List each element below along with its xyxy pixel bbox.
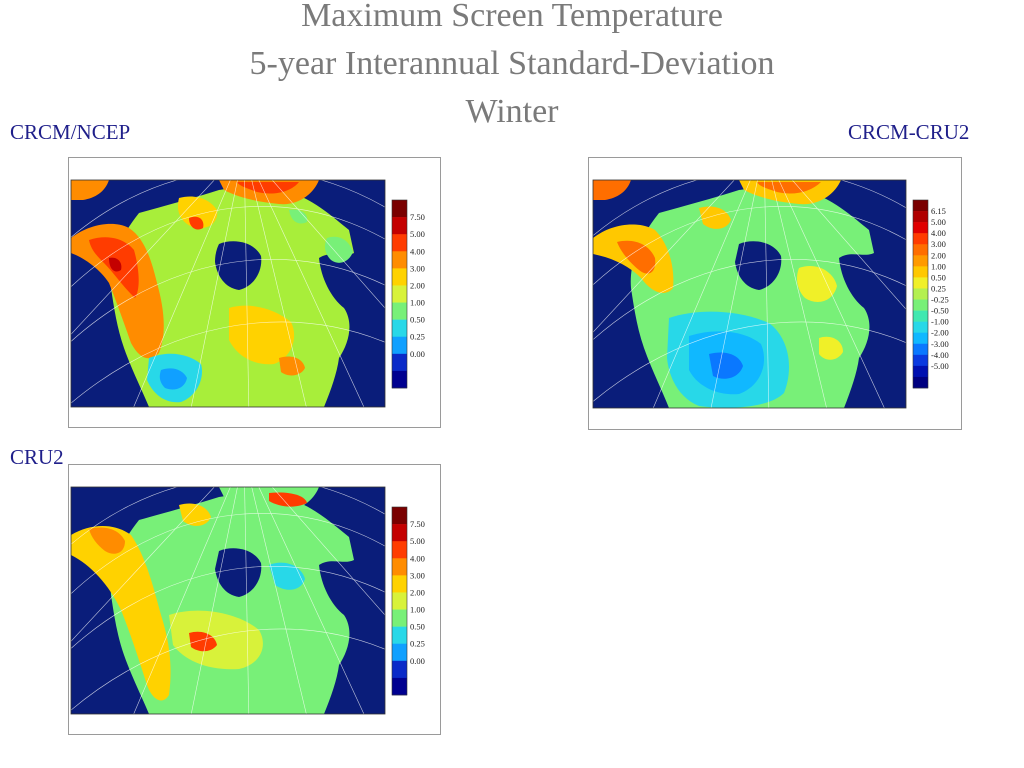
title-line-2: 5-year Interannual Standard-Deviation bbox=[249, 45, 775, 82]
colorbar-tick-label: 7.50 bbox=[410, 212, 425, 222]
colorbar-swatch bbox=[392, 626, 407, 645]
colorbar-tick-label: 3.00 bbox=[410, 570, 425, 580]
colorbar-tick-label: 0.50 bbox=[931, 272, 946, 282]
colorbar-swatch bbox=[913, 310, 928, 322]
colorbar-swatch bbox=[392, 592, 407, 610]
map-panel-cru2: 7.50 5.00 4.00 3.00 2.00 1.00 0.50 0.25 0.00 bbox=[68, 464, 441, 735]
map-panel-crcm-ncep: 7.50 5.00 4.00 3.00 2.00 1.00 0.50 0.25 0.00 bbox=[68, 157, 441, 428]
colorbar-swatch bbox=[392, 336, 407, 355]
colorbar-swatch bbox=[913, 255, 928, 267]
colorbar-swatch bbox=[913, 332, 928, 345]
colorbar-swatch bbox=[392, 643, 407, 662]
colorbar-swatch bbox=[392, 524, 407, 542]
colorbar-swatch bbox=[392, 575, 407, 593]
colorbar-swatch bbox=[913, 233, 928, 245]
colorbar-tick-label: 0.50 bbox=[410, 315, 425, 325]
colorbar-tick-label: 0.00 bbox=[410, 349, 425, 359]
colorbar-swatch bbox=[392, 302, 407, 320]
map-figure-crcm-cru2: 6.155.004.003.002.001.000.500.25 -0.25-0.… bbox=[592, 179, 949, 409]
colorbar-tick-label: -5.00 bbox=[931, 361, 949, 371]
colorbar-swatch bbox=[913, 266, 928, 278]
colorbar-tick-label: 5.00 bbox=[410, 229, 425, 239]
colorbar-tick-label: 4.00 bbox=[410, 246, 425, 256]
colorbar-crcm-ncep: 7.50 5.00 4.00 3.00 2.00 1.00 0.50 0.25 0.00 bbox=[391, 199, 425, 389]
colorbar-tick-label: 4.00 bbox=[410, 553, 425, 563]
colorbar-swatch bbox=[392, 217, 407, 235]
colorbar-tick-label: -0.25 bbox=[931, 295, 949, 305]
colorbar-border bbox=[391, 506, 408, 696]
colorbar-crcm-cru2: 6.155.004.003.002.001.000.500.25 -0.25-0.… bbox=[912, 199, 949, 389]
slide-title: Maximum Screen Temperature 5-year Intera… bbox=[0, 0, 1024, 136]
colorbar-tick-label: 0.50 bbox=[410, 622, 425, 632]
colorbar-swatch bbox=[392, 319, 407, 338]
colorbar-tick-label: 2.00 bbox=[410, 280, 425, 290]
colorbar-swatch bbox=[392, 609, 407, 627]
colorbar-tick-label: 1.00 bbox=[931, 261, 946, 271]
colorbar-tick-label: 0.25 bbox=[410, 639, 425, 649]
map-figure-crcm-ncep: 7.50 5.00 4.00 3.00 2.00 1.00 0.50 0.25 0.00 bbox=[70, 179, 425, 408]
colorbar-swatch bbox=[913, 277, 928, 289]
title-line-3: Winter bbox=[465, 93, 559, 130]
colorbar-tick-label: 1.00 bbox=[410, 298, 425, 308]
colorbar-swatch bbox=[913, 299, 928, 311]
colorbar-tick-label: 0.00 bbox=[410, 656, 425, 666]
colorbar-swatch bbox=[392, 285, 407, 303]
colorbar-swatch bbox=[392, 251, 407, 269]
colorbar-swatch bbox=[392, 541, 407, 559]
colorbar-border bbox=[391, 199, 408, 389]
colorbar-cru2: 7.50 5.00 4.00 3.00 2.00 1.00 0.50 0.25 0.00 bbox=[391, 506, 425, 696]
colorbar-swatch bbox=[913, 222, 928, 234]
colorbar-tick-label: 6.15 bbox=[931, 206, 946, 216]
colorbar-tick-label: 3.00 bbox=[410, 263, 425, 273]
colorbar-swatch bbox=[392, 558, 407, 576]
colorbar-tick-label: 7.50 bbox=[410, 519, 425, 529]
panel-label-crcm-cru2: CRCM-CRU2 bbox=[848, 120, 970, 144]
colorbar-swatch bbox=[392, 677, 407, 696]
colorbar-swatch bbox=[913, 200, 928, 212]
colorbar-swatch bbox=[392, 660, 407, 679]
colorbar-swatch bbox=[392, 353, 407, 372]
colorbar-swatch bbox=[913, 288, 928, 300]
colorbar-tick-label: 5.00 bbox=[410, 536, 425, 546]
colorbar-swatch bbox=[913, 343, 928, 356]
colorbar-tick-label: 4.00 bbox=[931, 228, 946, 238]
colorbar-swatch bbox=[913, 244, 928, 256]
colorbar-tick-label: 1.00 bbox=[410, 605, 425, 615]
title-line-1: Maximum Screen Temperature bbox=[301, 0, 723, 34]
colorbar-tick-label: 5.00 bbox=[931, 217, 946, 227]
colorbar-tick-label: 0.25 bbox=[410, 332, 425, 342]
colorbar-tick-label: -0.50 bbox=[931, 306, 949, 316]
panel-label-crcm-ncep: CRCM/NCEP bbox=[10, 120, 131, 144]
map-field-cru2 bbox=[71, 487, 385, 714]
colorbar-swatch bbox=[913, 321, 928, 334]
colorbar-swatch bbox=[913, 211, 928, 223]
colorbar-swatch bbox=[913, 376, 928, 389]
colorbar-tick-label: 2.00 bbox=[931, 250, 946, 260]
colorbar-tick-label: 3.00 bbox=[931, 239, 946, 249]
colorbar-tick-label: -4.00 bbox=[931, 350, 949, 360]
colorbar-swatch bbox=[913, 365, 928, 378]
colorbar-tick-label: -1.00 bbox=[931, 317, 949, 327]
colorbar-swatch bbox=[392, 507, 407, 525]
colorbar-tick-label: 0.25 bbox=[931, 283, 946, 293]
colorbar-tick-label: -2.00 bbox=[931, 328, 949, 338]
map-field-crcm-ncep bbox=[71, 180, 385, 407]
colorbar-tick-label: -3.00 bbox=[931, 339, 949, 349]
colorbar-swatch bbox=[392, 200, 407, 218]
colorbar-swatch bbox=[392, 268, 407, 286]
colorbar-border bbox=[912, 199, 929, 389]
map-figure-cru2: 7.50 5.00 4.00 3.00 2.00 1.00 0.50 0.25 0.00 bbox=[70, 486, 425, 715]
map-field-crcm-cru2 bbox=[593, 180, 906, 408]
panel-label-cru2: CRU2 bbox=[10, 445, 64, 469]
colorbar-tick-label: 2.00 bbox=[410, 587, 425, 597]
map-panel-crcm-cru2: 6.15 5.00 4.00 3.00 2.00 1.00 0.50 0.25 -0.25 -0.… bbox=[588, 157, 962, 430]
colorbar-swatch bbox=[392, 370, 407, 389]
colorbar-swatch bbox=[392, 234, 407, 252]
colorbar-swatch bbox=[913, 354, 928, 367]
